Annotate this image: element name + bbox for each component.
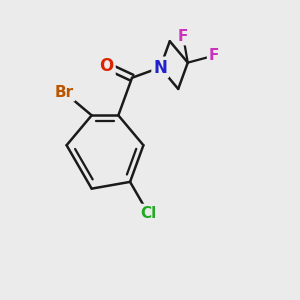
Text: F: F xyxy=(209,48,219,63)
Text: Br: Br xyxy=(55,85,74,100)
Text: N: N xyxy=(153,58,167,76)
Text: O: O xyxy=(100,57,114,75)
Text: Cl: Cl xyxy=(140,206,156,220)
Text: F: F xyxy=(178,28,188,44)
